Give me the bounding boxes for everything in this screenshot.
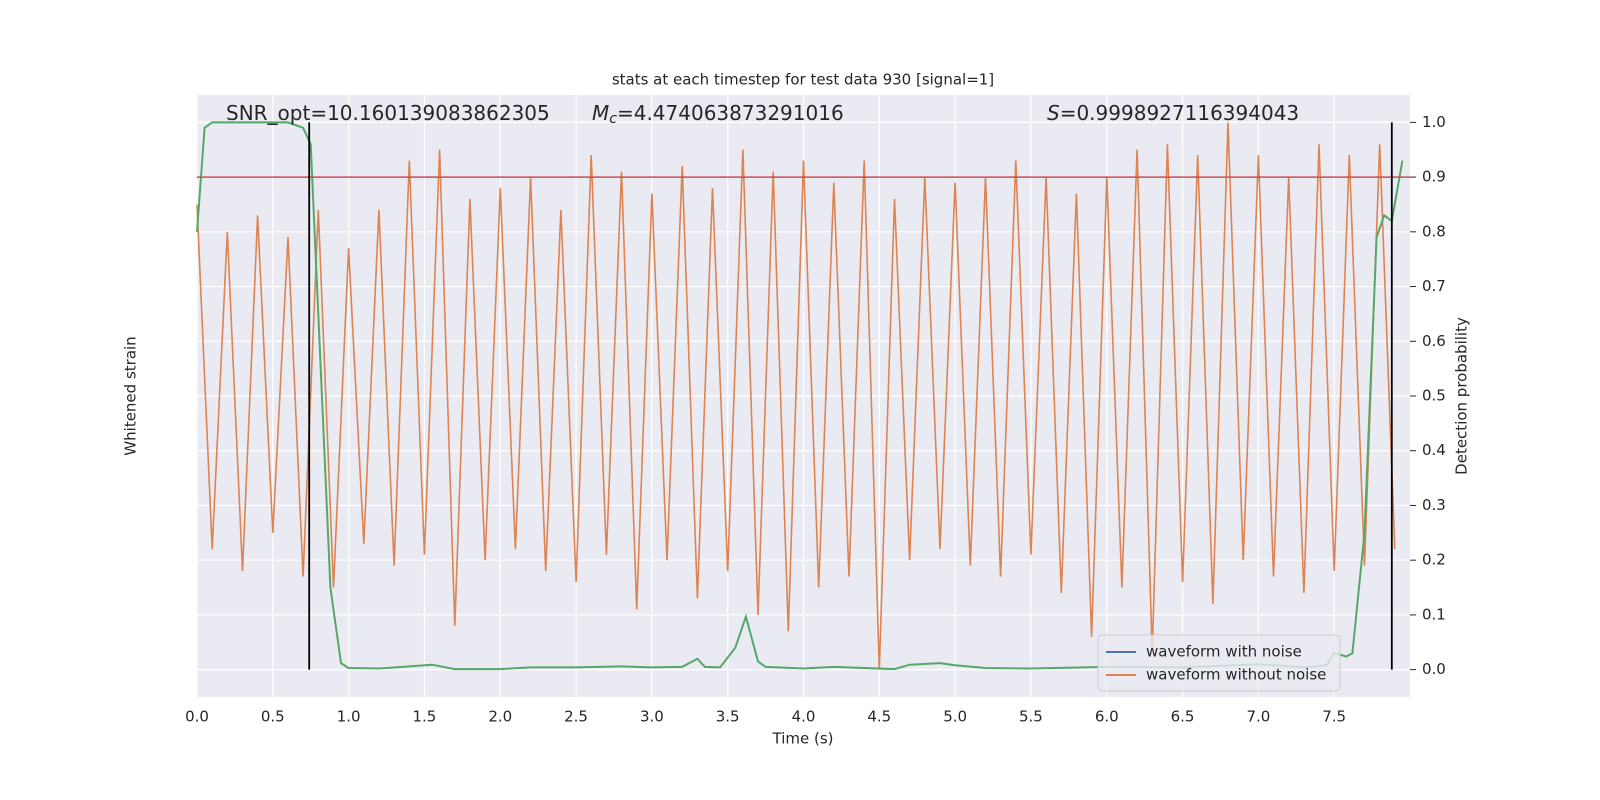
- legend-label: waveform without noise: [1146, 666, 1326, 684]
- chart-title: stats at each timestep for test data 930…: [612, 71, 994, 89]
- x-tick-label: 5.5: [1019, 708, 1043, 726]
- y2-tick-label: 0.6: [1422, 332, 1446, 350]
- x-tick-label: 4.5: [867, 708, 891, 726]
- y2-tick-label: 0.8: [1422, 222, 1446, 240]
- x-axis-label: Time (s): [772, 730, 834, 748]
- y2-tick-label: 0.9: [1422, 168, 1446, 186]
- y2-tick-label: 0.2: [1422, 551, 1446, 569]
- annotation-text: =0.9998927116394043: [1060, 101, 1299, 125]
- annotation-text: SNR_opt=10.160139083862305: [226, 101, 550, 125]
- y2-tick-label: 0.4: [1422, 441, 1446, 459]
- annotation-symbol: M: [592, 101, 609, 125]
- x-tick-label: 6.5: [1171, 708, 1195, 726]
- annotation-text: =4.474063873291016: [617, 101, 844, 125]
- annotation-symbol: S: [1047, 101, 1060, 125]
- x-tick-label: 0.5: [261, 708, 285, 726]
- annotation: SNR_opt=10.160139083862305: [226, 101, 550, 125]
- x-tick-label: 6.0: [1095, 708, 1119, 726]
- x-tick-label: 0.0: [185, 708, 209, 726]
- x-tick-label: 2.5: [564, 708, 588, 726]
- y2-tick-label: 1.0: [1422, 113, 1446, 131]
- x-tick-label: 7.0: [1246, 708, 1270, 726]
- x-tick-label: 2.0: [488, 708, 512, 726]
- series-line: [196, 122, 1396, 670]
- y-axis-label: Whitened strain: [122, 336, 140, 455]
- x-tick-label: 4.0: [792, 708, 816, 726]
- y2-tick-label: 0.1: [1422, 605, 1446, 623]
- x-tick-label: 7.5: [1322, 708, 1346, 726]
- y2-axis-label: Detection probability: [1453, 317, 1471, 475]
- legend-box: [1097, 634, 1341, 692]
- annotation: S=0.9998927116394043: [1047, 101, 1299, 125]
- x-tick-label: 1.5: [413, 708, 437, 726]
- y2-tick-label: 0.0: [1422, 660, 1446, 678]
- annotation: Mc=4.474063873291016: [592, 101, 844, 128]
- annotation-subscript: c: [609, 111, 617, 127]
- x-tick-label: 3.5: [716, 708, 740, 726]
- x-tick-label: 3.0: [640, 708, 664, 726]
- y2-tick-label: 0.3: [1422, 496, 1446, 514]
- y2-tick-label: 0.5: [1422, 387, 1446, 405]
- legend-label: waveform with noise: [1146, 643, 1302, 661]
- x-tick-label: 5.0: [943, 708, 967, 726]
- x-tick-label: 1.0: [337, 708, 361, 726]
- y2-tick-label: 0.7: [1422, 277, 1446, 295]
